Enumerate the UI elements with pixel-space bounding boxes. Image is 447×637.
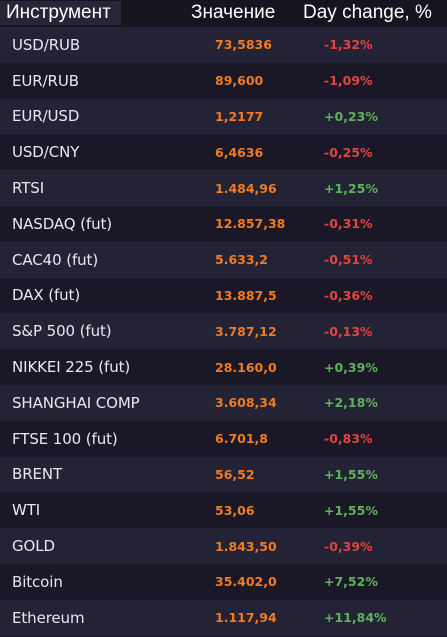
instrument-name: USD/RUB xyxy=(12,35,81,54)
day-change: -0,39% xyxy=(324,538,373,554)
day-change: -0,36% xyxy=(324,287,373,303)
instrument-name: CAC40 (fut) xyxy=(12,250,99,269)
instrument-value: 3.608,34 xyxy=(215,395,277,411)
day-change: +1,55% xyxy=(324,466,378,482)
day-change: -0,31% xyxy=(324,216,373,232)
table-row[interactable]: NIKKEI 225 (fut) 28.160,0 +0,39% xyxy=(0,349,447,385)
day-change: +0,39% xyxy=(324,359,378,375)
instrument-value: 1.484,96 xyxy=(215,180,277,196)
day-change: +1,55% xyxy=(324,502,378,518)
instrument-value: 56,52 xyxy=(215,466,255,482)
instrument-name: Bitcoin xyxy=(12,572,63,591)
instrument-value: 53,06 xyxy=(215,502,255,518)
instrument-value: 12.857,38 xyxy=(215,216,286,232)
instrument-value: 3.787,12 xyxy=(215,323,277,339)
table-row[interactable]: RTSI 1.484,96 +1,25% xyxy=(0,170,447,206)
day-change: +11,84% xyxy=(324,610,387,626)
day-change: -0,13% xyxy=(324,323,373,339)
day-change: -0,25% xyxy=(324,144,373,160)
column-header-instrument[interactable]: Инструмент xyxy=(0,1,121,25)
table-header: Инструмент Значение Day change, % xyxy=(0,0,447,27)
instrument-name: FTSE 100 (fut) xyxy=(12,429,118,448)
instrument-name: SHANGHAI COMP xyxy=(12,393,140,412)
table-row[interactable]: Bitcoin 35.402,0 +7,52% xyxy=(0,563,447,600)
table-row[interactable]: GOLD 1.843,50 -0,39% xyxy=(0,528,447,564)
column-header-day-change[interactable]: Day change, % xyxy=(303,2,432,23)
table-row[interactable]: USD/RUB 73,5836 -1,32% xyxy=(0,27,447,63)
day-change: -1,09% xyxy=(324,73,373,89)
instrument-name: NIKKEI 225 (fut) xyxy=(12,358,131,377)
instrument-value: 6,4636 xyxy=(215,144,264,160)
instrument-value: 73,5836 xyxy=(215,37,272,53)
table-row[interactable]: EUR/RUB 89,600 -1,09% xyxy=(0,62,447,99)
instrument-name: EUR/RUB xyxy=(12,71,79,90)
table-row[interactable]: EUR/USD 1,2177 +0,23% xyxy=(0,98,447,135)
day-change: +7,52% xyxy=(324,574,378,590)
instrument-value: 89,600 xyxy=(215,73,264,89)
instrument-name: DAX (fut) xyxy=(12,286,81,305)
table-row[interactable]: S&P 500 (fut) 3.787,12 -0,13% xyxy=(0,313,447,350)
instrument-name: USD/CNY xyxy=(12,143,80,162)
instrument-value: 1.117,94 xyxy=(215,610,277,626)
instrument-value: 6.701,8 xyxy=(215,431,268,447)
day-change: +2,18% xyxy=(324,395,378,411)
column-header-value[interactable]: Значение xyxy=(191,2,276,23)
table-body: USD/RUB 73,5836 -1,32% EUR/RUB 89,600 -1… xyxy=(0,27,447,636)
instrument-name: BRENT xyxy=(12,465,63,484)
day-change: +0,23% xyxy=(324,108,378,124)
day-change: +1,25% xyxy=(324,180,378,196)
day-change: -1,32% xyxy=(324,37,373,53)
instrument-name: S&P 500 (fut) xyxy=(12,322,112,341)
table-row[interactable]: WTI 53,06 +1,55% xyxy=(0,492,447,529)
table-row[interactable]: CAC40 (fut) 5.633,2 -0,51% xyxy=(0,241,447,278)
instrument-name: Ethereum xyxy=(12,608,85,627)
instrument-name: EUR/USD xyxy=(12,107,80,126)
table-row[interactable]: BRENT 56,52 +1,55% xyxy=(0,456,447,493)
day-change: -0,83% xyxy=(324,431,373,447)
table-row[interactable]: DAX (fut) 13.887,5 -0,36% xyxy=(0,277,447,314)
instrument-value: 13.887,5 xyxy=(215,287,277,303)
instrument-name: GOLD xyxy=(12,537,55,556)
table-row[interactable]: SHANGHAI COMP 3.608,34 +2,18% xyxy=(0,384,447,421)
table-row[interactable]: NASDAQ (fut) 12.857,38 -0,31% xyxy=(0,205,447,242)
table-row[interactable]: USD/CNY 6,4636 -0,25% xyxy=(0,134,447,171)
table-row[interactable]: FTSE 100 (fut) 6.701,8 -0,83% xyxy=(0,420,447,457)
instrument-name: NASDAQ (fut) xyxy=(12,214,113,233)
instrument-value: 1,2177 xyxy=(215,108,264,124)
instrument-value: 5.633,2 xyxy=(215,252,268,268)
instrument-value: 35.402,0 xyxy=(215,574,277,590)
table-row[interactable]: Ethereum 1.117,94 +11,84% xyxy=(0,599,447,636)
instrument-value: 28.160,0 xyxy=(215,359,277,375)
instrument-name: WTI xyxy=(12,501,41,520)
day-change: -0,51% xyxy=(324,252,373,268)
instrument-name: RTSI xyxy=(12,179,45,198)
instrument-value: 1.843,50 xyxy=(215,538,277,554)
